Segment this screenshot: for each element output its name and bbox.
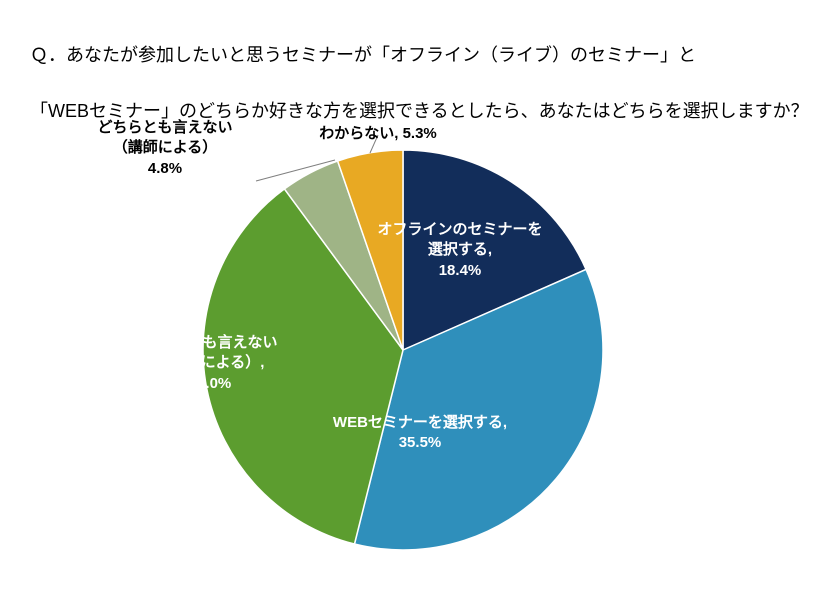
pie-svg bbox=[0, 0, 840, 588]
pie-label-offline: オフラインのセミナーを 選択する, 18.4% bbox=[360, 220, 560, 281]
pie-label-web: WEBセミナーを選択する, 35.5% bbox=[305, 413, 535, 454]
pie-label-lecturer: どちらとも言えない （講師による） 4.8% bbox=[75, 118, 255, 179]
pie-label-unknown: わからない, 5.3% bbox=[293, 124, 463, 144]
pie-chart: オフラインのセミナーを 選択する, 18.4% WEBセミナーを選択する, 35.… bbox=[0, 0, 840, 588]
pie-label-content: どちらとも言えない （内容による）, 36.0% bbox=[120, 333, 300, 394]
